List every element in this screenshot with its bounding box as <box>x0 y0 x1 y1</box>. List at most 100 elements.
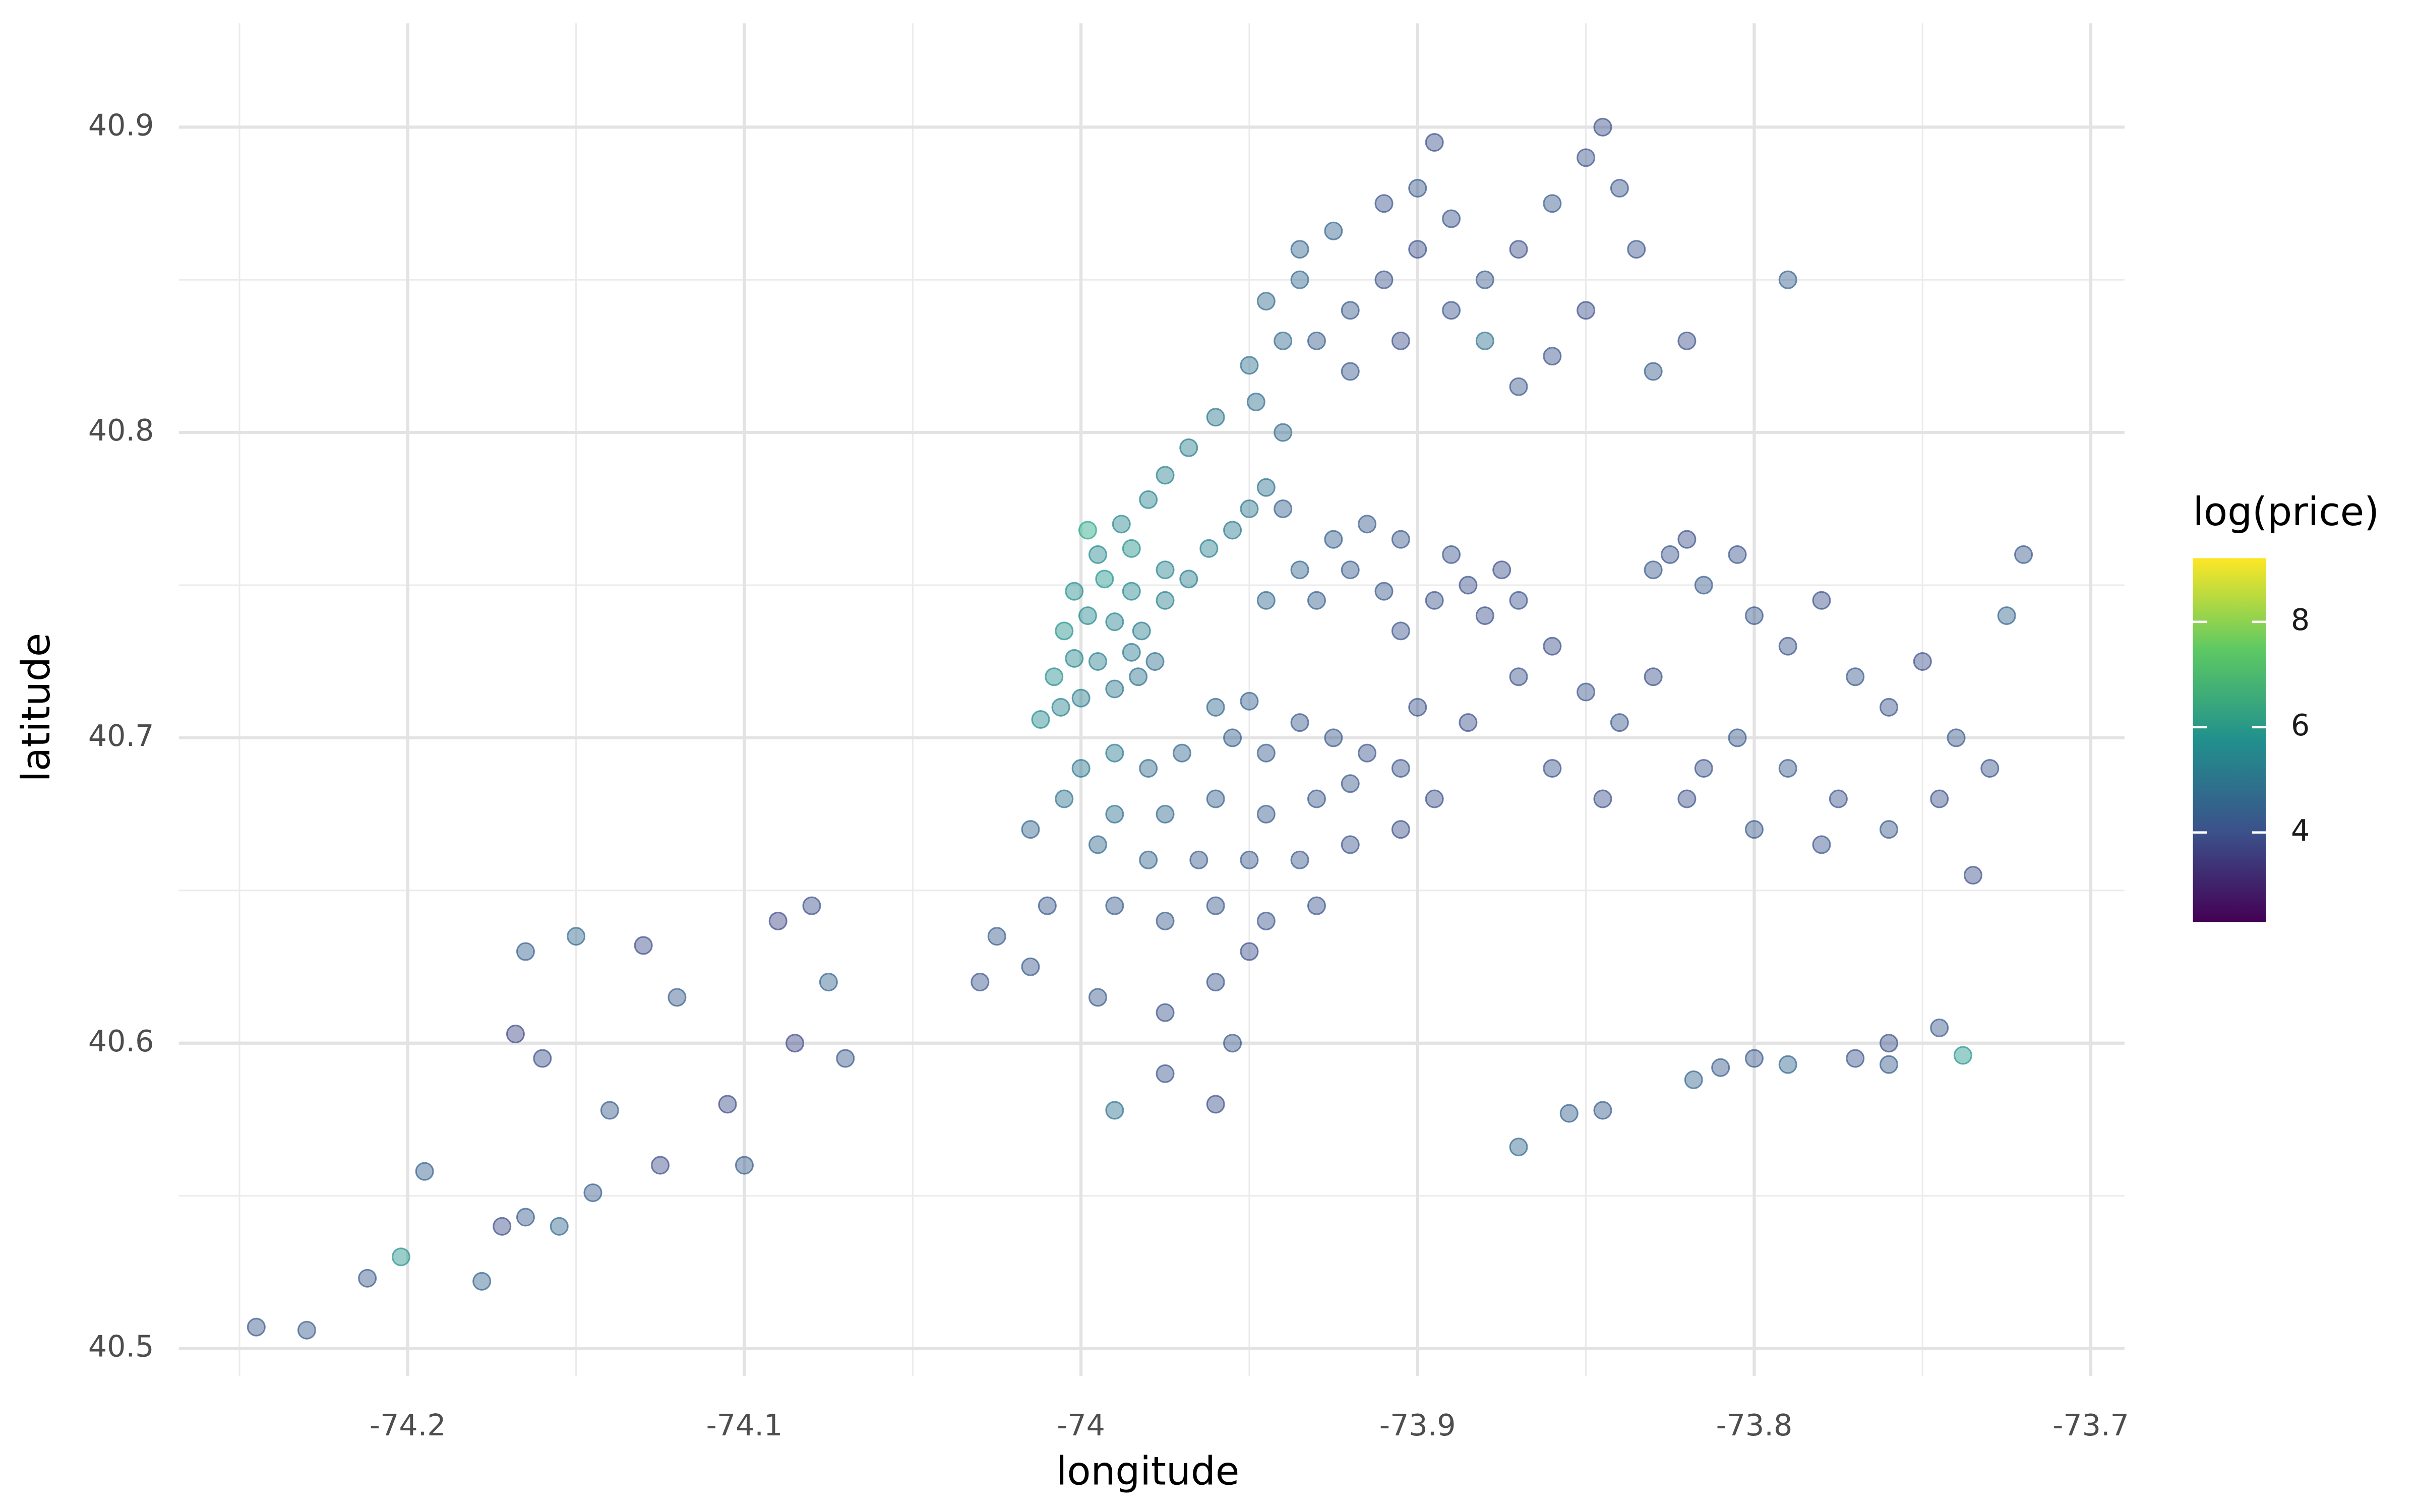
legend-title: log(price) <box>2193 489 2380 535</box>
point <box>1132 621 1151 641</box>
point <box>971 973 990 992</box>
point <box>1290 270 1309 289</box>
point <box>1509 1138 1528 1157</box>
point <box>1543 637 1562 656</box>
point <box>1475 331 1494 350</box>
point <box>1778 1055 1797 1074</box>
point <box>1694 576 1713 595</box>
point <box>1475 270 1494 289</box>
point <box>1677 530 1697 549</box>
point <box>1778 759 1797 778</box>
point <box>1913 652 1932 671</box>
point <box>1078 606 1097 625</box>
y-axis-title: latitude <box>14 633 59 782</box>
x-tick-label: -74 <box>1057 1408 1105 1442</box>
point <box>1139 759 1158 778</box>
point <box>1172 743 1191 763</box>
point <box>1122 539 1141 558</box>
point <box>1256 478 1276 497</box>
x-axis-title: longitude <box>1056 1448 1239 1494</box>
point <box>1425 789 1444 808</box>
point <box>1240 356 1259 375</box>
point <box>1145 652 1165 671</box>
point <box>1374 270 1394 289</box>
point <box>1391 820 1410 839</box>
point <box>1139 850 1158 869</box>
legend: 4 6 8 <box>2193 603 2310 848</box>
point <box>1341 835 1360 854</box>
point <box>1055 621 1074 641</box>
x-tick-label: -73.8 <box>1716 1408 1793 1442</box>
point <box>1341 362 1360 381</box>
point <box>1627 240 1646 259</box>
point <box>1778 270 1797 289</box>
point <box>1509 240 1528 259</box>
point <box>1095 570 1114 589</box>
point <box>1055 789 1074 808</box>
y-tick-label: 40.7 <box>88 719 154 753</box>
point <box>1677 789 1697 808</box>
point <box>1684 1070 1703 1089</box>
point <box>1728 728 1747 747</box>
point <box>1223 521 1242 540</box>
point <box>1156 591 1175 610</box>
point <box>1543 194 1562 213</box>
point <box>1610 178 1629 198</box>
point <box>1206 896 1225 915</box>
point <box>1290 240 1309 259</box>
point <box>1509 591 1528 610</box>
point <box>1661 545 1680 564</box>
point <box>1593 789 1612 808</box>
point <box>802 896 821 915</box>
point <box>1240 850 1259 869</box>
point <box>1358 515 1377 534</box>
point <box>1223 1034 1242 1053</box>
point <box>1324 530 1343 549</box>
point <box>1593 1101 1612 1120</box>
point <box>634 936 653 955</box>
point <box>1425 133 1444 152</box>
point <box>1930 789 1949 808</box>
point <box>1240 499 1259 519</box>
point <box>1105 679 1124 699</box>
labels: -74.2 -74.1 -74 -73.9 -73.8 -73.7 40.5 40.6 40.7… <box>88 108 2129 1442</box>
point <box>415 1162 434 1181</box>
point <box>1880 698 1899 717</box>
point <box>1088 835 1108 854</box>
point <box>1240 691 1259 711</box>
point <box>1963 866 1982 885</box>
point <box>1290 713 1309 732</box>
point <box>1206 973 1225 992</box>
point <box>1105 1101 1124 1120</box>
point <box>1324 728 1343 747</box>
point <box>1744 606 1764 625</box>
x-tick-label: -74.2 <box>370 1408 446 1442</box>
point <box>493 1217 512 1236</box>
point <box>1341 301 1360 320</box>
point <box>1290 850 1309 869</box>
point <box>1065 582 1084 601</box>
point <box>1880 820 1899 839</box>
point <box>1274 331 1293 350</box>
point <box>1246 392 1265 412</box>
point <box>1156 1064 1175 1083</box>
point <box>836 1049 855 1068</box>
point <box>1122 582 1141 601</box>
point <box>1442 209 1461 228</box>
point <box>1071 759 1091 778</box>
point <box>1846 667 1865 686</box>
point <box>1021 820 1040 839</box>
point <box>1112 515 1131 534</box>
point <box>1179 570 1198 589</box>
point <box>1206 1095 1225 1114</box>
point <box>1880 1055 1899 1074</box>
y-tick-label: 40.8 <box>88 413 154 448</box>
point <box>1206 698 1225 717</box>
point <box>768 911 788 930</box>
point <box>1156 804 1175 824</box>
colorbar-tick-label: 4 <box>2291 813 2310 848</box>
point <box>1256 743 1276 763</box>
point <box>1129 667 1148 686</box>
point <box>1307 896 1326 915</box>
point <box>506 1025 525 1044</box>
